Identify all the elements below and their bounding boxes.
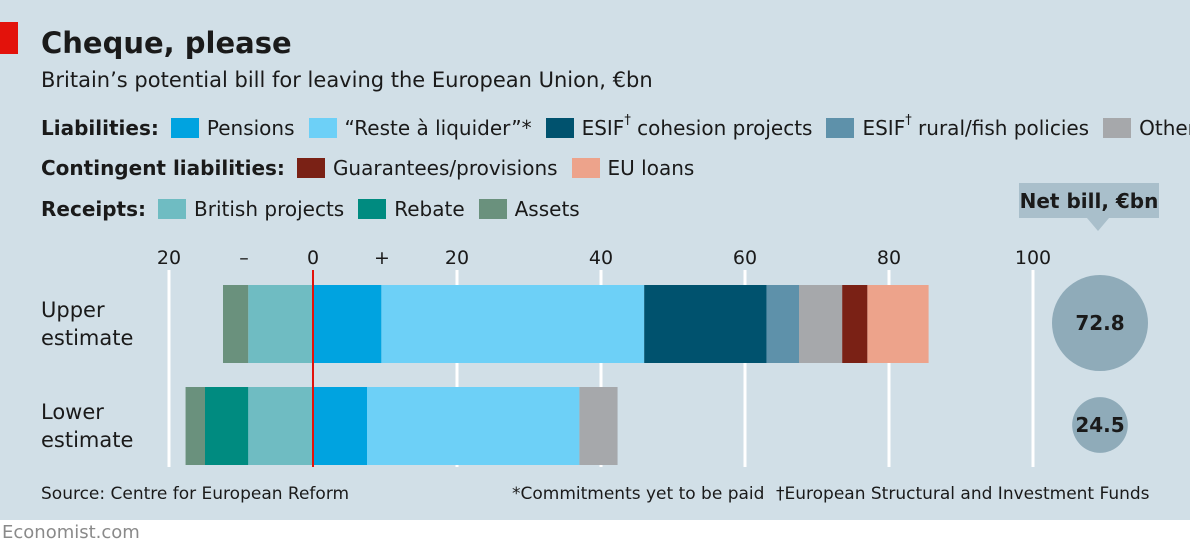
legend-swatch — [158, 199, 187, 219]
x-tick-label: 60 — [733, 247, 757, 269]
plus-sign-label: + — [374, 247, 390, 269]
legend-label: Guarantees/provisions — [332, 156, 558, 180]
net-bill-value: 72.8 — [1075, 311, 1124, 335]
legend-item-reste: “Reste à liquider”* — [308, 116, 532, 140]
legend-swatch — [478, 199, 507, 219]
legend-group-label: Contingent liabilities: — [41, 156, 285, 180]
legend-receipts: Receipts: British projects Rebate Assets — [41, 194, 594, 224]
bar-segment — [381, 285, 645, 363]
category-label: Upper — [41, 298, 105, 322]
bar-chart: 20 0 20 40 60 80 100 – + Upper estimate 72.8 Lower es… — [41, 247, 1148, 467]
bar-segment — [766, 285, 799, 363]
x-tick-label: 20 — [445, 247, 469, 269]
bar-segment — [644, 285, 767, 363]
bar-segment — [205, 387, 249, 465]
legend-label: British projects — [194, 197, 345, 221]
legend-swatch — [545, 118, 574, 138]
legend-item-esif-rural: ESIF † rural/fish policies — [826, 112, 1090, 140]
net-bill-value: 24.5 — [1075, 413, 1124, 437]
legend-item-guarantees: Guarantees/provisions — [296, 156, 558, 180]
x-tick-label: 80 — [877, 247, 901, 269]
legend-label-rest: cohesion projects — [630, 116, 813, 140]
chart-title: Cheque, please — [41, 26, 292, 60]
legend-label: “Reste à liquider”* — [344, 116, 532, 140]
legend-item-assets: Assets — [478, 197, 580, 221]
legend-item-british-projects: British projects — [158, 197, 344, 221]
net-bill-bubble — [1072, 397, 1128, 453]
legend-swatch — [358, 199, 387, 219]
legend-item-esif-cohesion: ESIF † cohesion projects — [545, 112, 813, 140]
legend-item-other: Other — [1103, 116, 1190, 140]
net-bill-bubble — [1052, 275, 1148, 371]
legend-item-rebate: Rebate — [358, 197, 465, 221]
category-label: Lower — [41, 400, 104, 424]
legend-label: Rebate — [394, 197, 465, 221]
net-bill-label: Net bill, €bn — [1019, 183, 1159, 218]
bar-segment — [867, 285, 929, 363]
legend-label: EU loans — [607, 156, 695, 180]
legend-label: ESIF — [581, 116, 625, 140]
legend-swatch — [1103, 118, 1132, 138]
chart-panel: Cheque, please Britain’s potential bill … — [0, 0, 1190, 520]
legend-contingent: Contingent liabilities: Guarantees/provi… — [41, 153, 708, 183]
bar-segment — [579, 387, 618, 465]
x-tick-label: 0 — [307, 247, 319, 269]
source-note: Source: Centre for European Reform — [41, 484, 350, 504]
legend-swatch — [571, 158, 600, 178]
bar-segment — [248, 387, 313, 465]
x-tick-label: 20 — [157, 247, 181, 269]
legend-label: Other — [1139, 116, 1190, 140]
legend-label: Pensions — [206, 116, 295, 140]
dagger-mark: † — [624, 112, 631, 128]
legend-label-rest: rural/fish policies — [911, 116, 1090, 140]
legend-swatch — [170, 118, 199, 138]
legend-group-label: Liabilities: — [41, 116, 159, 140]
chart-subtitle: Britain’s potential bill for leaving the… — [41, 68, 653, 92]
bar-segment — [313, 387, 367, 465]
bar-segment — [799, 285, 843, 363]
minus-sign-label: – — [239, 247, 249, 269]
category-label: estimate — [41, 326, 133, 350]
legend-liabilities: Liabilities: Pensions “Reste à liquider”… — [41, 113, 1190, 143]
legend-swatch — [308, 118, 337, 138]
bar-segment — [842, 285, 868, 363]
legend-item-pensions: Pensions — [170, 116, 295, 140]
legend-label: ESIF — [862, 116, 906, 140]
bar-segment — [248, 285, 313, 363]
bar-segment — [367, 387, 580, 465]
bar-segment — [223, 285, 249, 363]
footnote-dagger: †European Structural and Investment Fund… — [776, 484, 1150, 504]
legend-label: Assets — [514, 197, 580, 221]
legend-group-label: Receipts: — [41, 197, 147, 221]
x-tick-label: 100 — [1015, 247, 1051, 269]
net-bill-pointer — [1087, 218, 1109, 231]
footnote-star: *Commitments yet to be paid — [512, 484, 765, 504]
bar-segment — [313, 285, 382, 363]
x-tick-label: 40 — [589, 247, 613, 269]
bar-segment — [185, 387, 205, 465]
red-tab-marker — [0, 22, 18, 54]
legend-item-eu-loans: EU loans — [571, 156, 695, 180]
legend-swatch — [826, 118, 855, 138]
dagger-mark: † — [905, 112, 912, 128]
category-label: estimate — [41, 428, 133, 452]
legend-swatch — [296, 158, 325, 178]
brand-logo-text: Economist.com — [2, 522, 140, 543]
